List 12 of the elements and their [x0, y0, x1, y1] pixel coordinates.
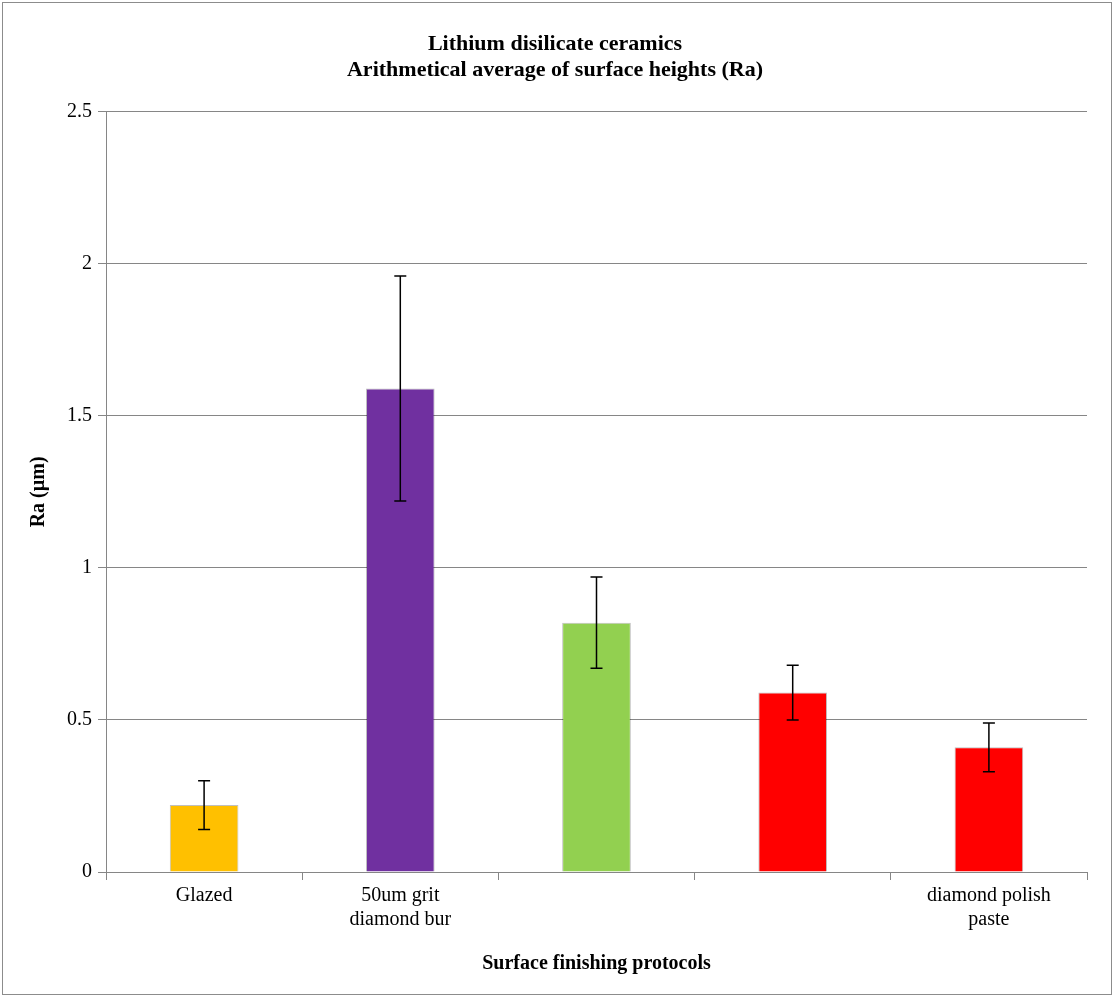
y-tick-label: 0.5 [67, 707, 92, 730]
y-tick-label: 2 [82, 251, 92, 274]
y-tick-label: 1.5 [67, 403, 92, 426]
x-tick-label: diamond polish paste [926, 883, 1051, 931]
x-tick-label: 50um grit diamond bur [349, 883, 452, 930]
y-axis-title: Ra (µm) [26, 456, 50, 528]
y-tick-label: 2.5 [67, 99, 92, 122]
x-axis-title: Surface finishing protocols [482, 951, 711, 975]
y-tick-label: 1 [82, 555, 92, 578]
y-tick-label: 0 [82, 859, 92, 882]
x-tick-label: Glazed [175, 883, 233, 906]
chart-title: Lithium disilicate ceramics Arithmetical average of surface heights (Ra) [346, 29, 764, 82]
